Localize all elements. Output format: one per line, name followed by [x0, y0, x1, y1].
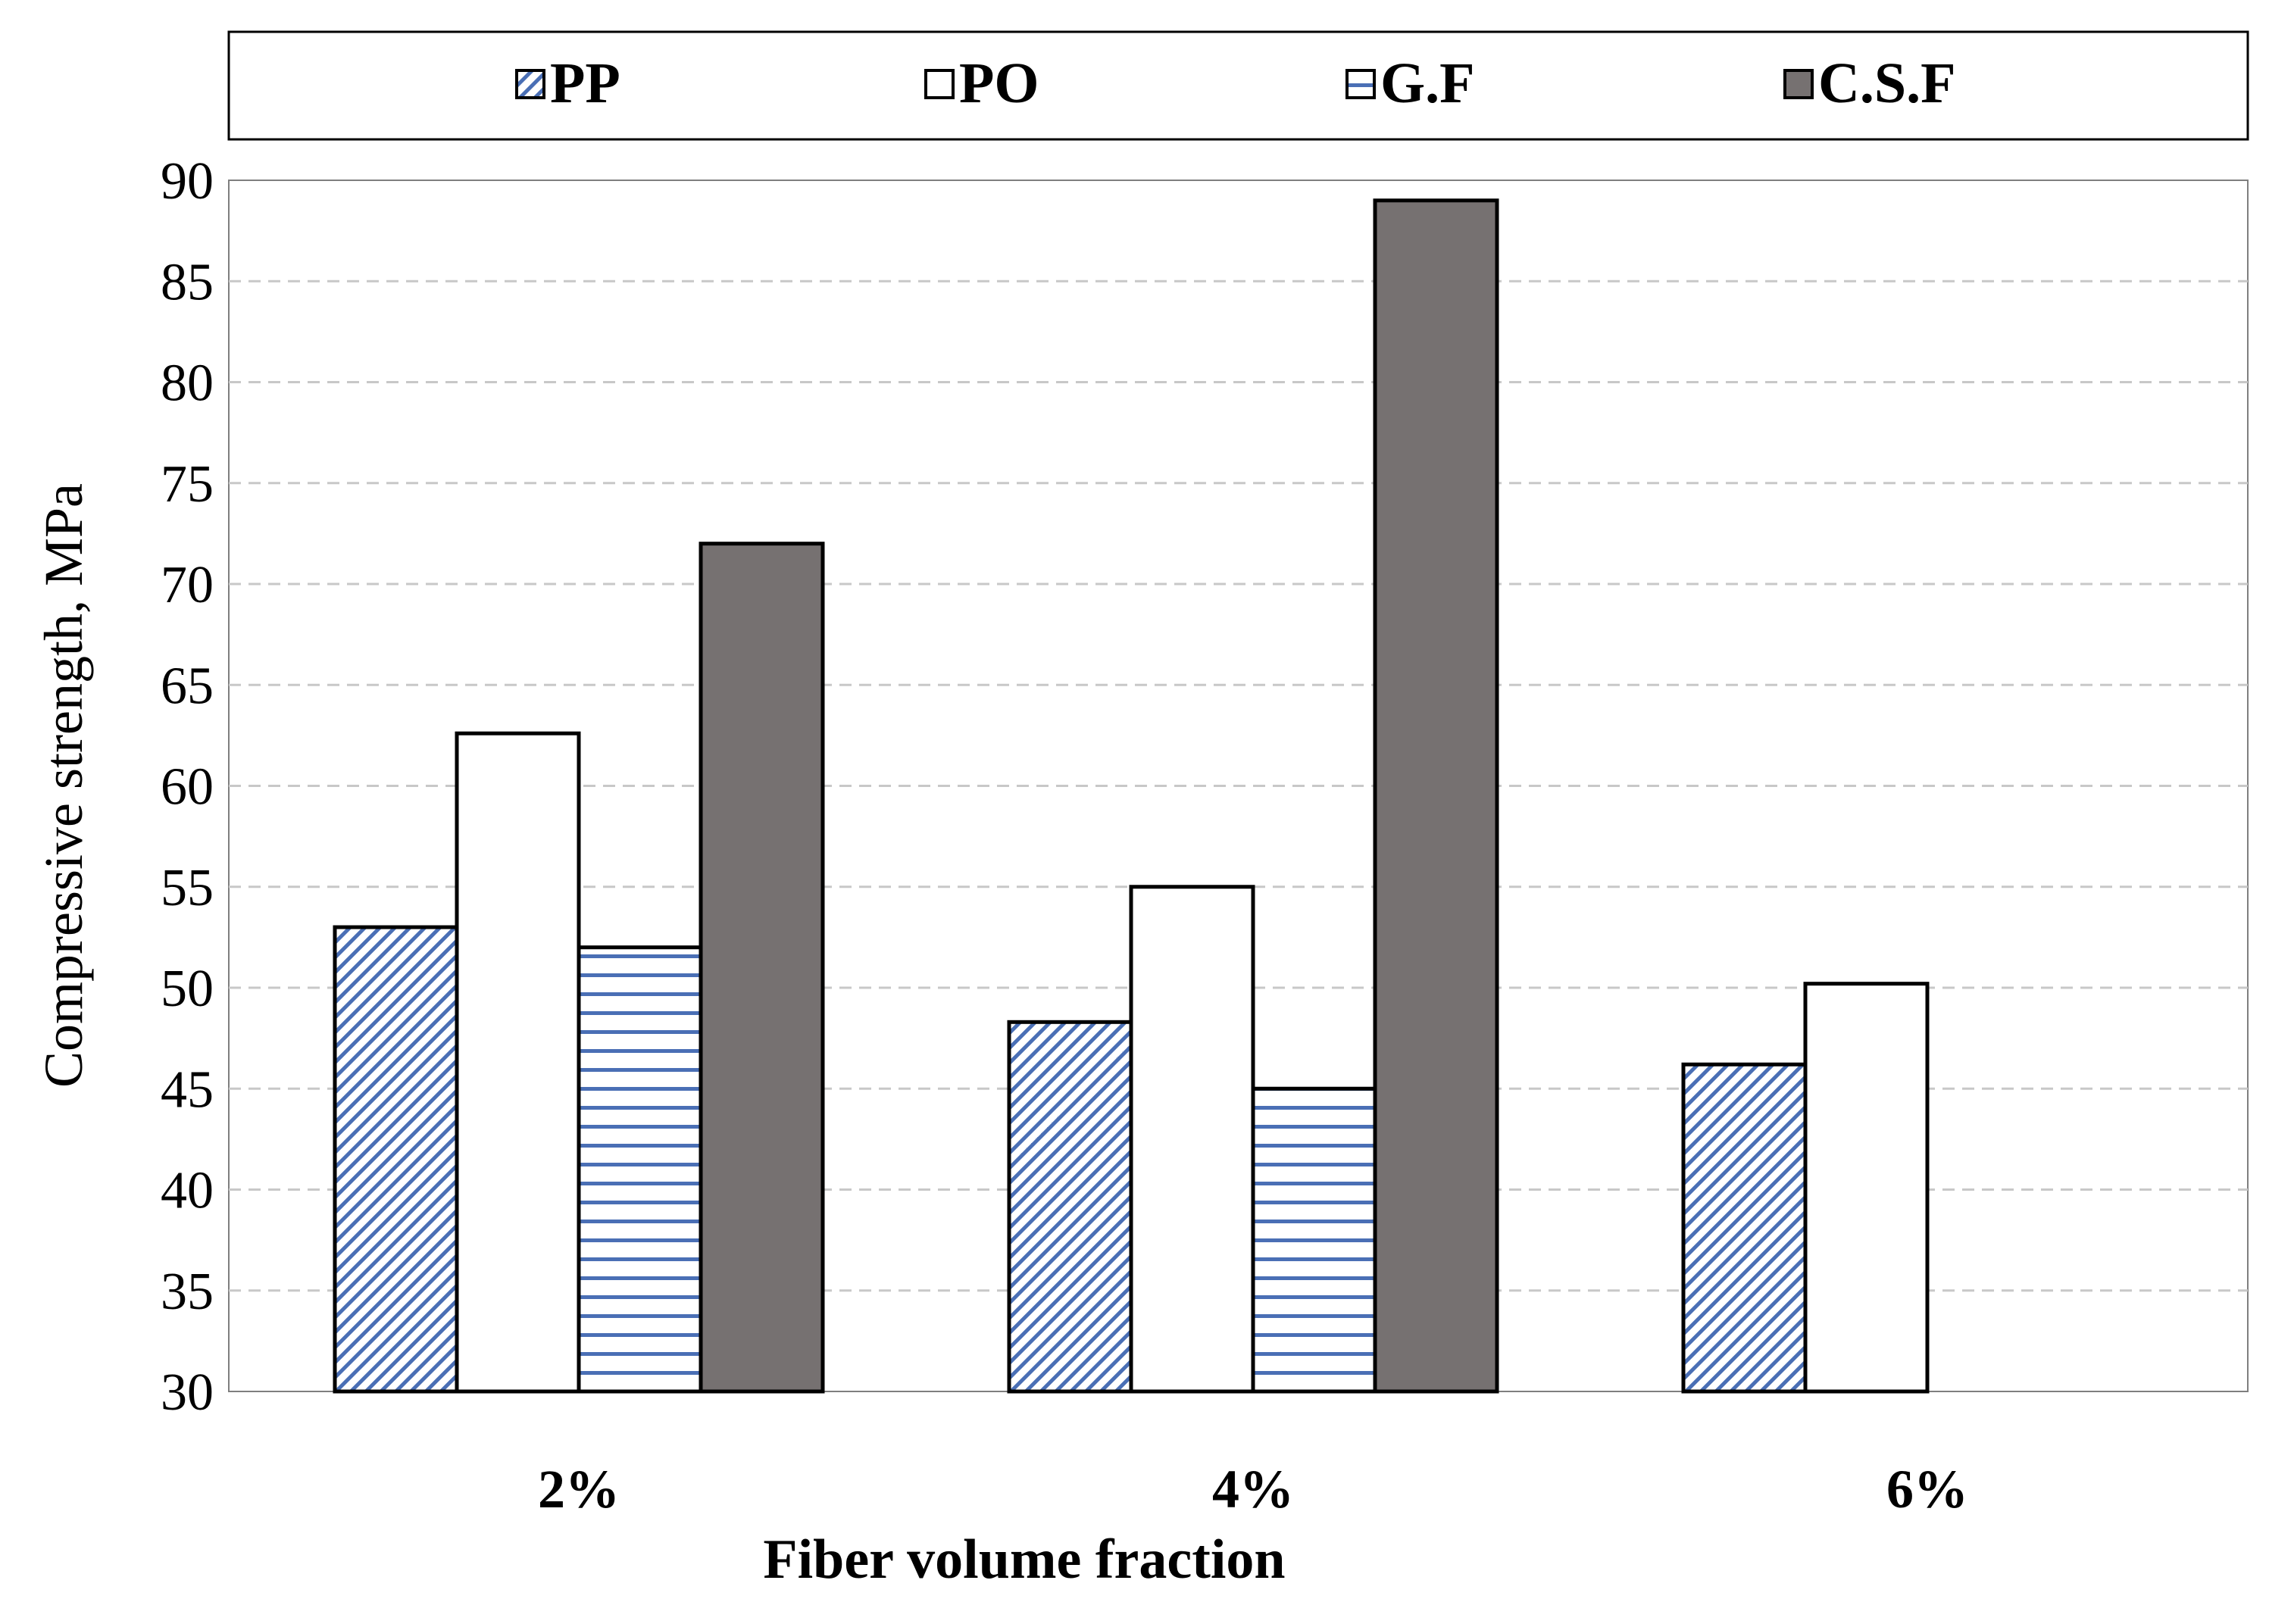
bar-po-4pct [1129, 885, 1255, 1394]
bar-gf-4pct [1251, 1086, 1377, 1394]
legend-swatch [515, 69, 545, 99]
bar-pp-6pct [1681, 1062, 1808, 1394]
y-tick-label: 65 [161, 657, 214, 715]
legend-swatch [1345, 69, 1376, 99]
x-tick-label: 4% [1212, 1459, 1294, 1519]
y-tick-label: 70 [161, 556, 214, 614]
x-tick-label: 6% [1886, 1459, 1968, 1519]
legend: PP PO G.F C.S.F [515, 52, 1956, 115]
legend-label: G.F [1380, 52, 1475, 115]
y-tick-label: 45 [161, 1060, 214, 1119]
legend-label: PP [550, 52, 620, 115]
bar-pp-2pct [333, 925, 459, 1394]
bar-csf-2pct [699, 542, 825, 1394]
bar-po-2pct [455, 731, 581, 1394]
y-axis-title: Compressive strength, MPa [33, 483, 94, 1088]
legend-swatch [1783, 69, 1814, 99]
y-tick-label: 30 [161, 1363, 214, 1422]
x-axis-title: Fiber volume fraction [763, 1529, 1285, 1591]
bar-csf-4pct [1373, 198, 1499, 1394]
bar-pp-4pct [1007, 1020, 1133, 1394]
bar-po-6pct [1803, 982, 1930, 1394]
legend-label: C.S.F [1818, 52, 1956, 115]
y-tick-label: 55 [161, 859, 214, 917]
y-tick-label: 40 [161, 1162, 214, 1220]
y-tick-label: 80 [161, 354, 214, 413]
y-tick-label: 50 [161, 960, 214, 1018]
y-tick-label: 60 [161, 758, 214, 817]
x-tick-label: 2% [538, 1459, 620, 1519]
y-tick-label: 85 [161, 253, 214, 311]
bars [333, 198, 1930, 1394]
x-axis-categories: 2% 4% 6% [538, 1459, 1968, 1519]
legend-label: PO [959, 52, 1039, 115]
y-tick-label: 75 [161, 455, 214, 514]
bar-gf-2pct [577, 945, 703, 1394]
y-tick-label: 35 [161, 1263, 214, 1321]
y-tick-label: 90 [161, 152, 214, 211]
legend-box [227, 30, 2249, 141]
y-axis-ticks: 30 35 40 45 50 55 60 65 70 75 80 85 90 [161, 152, 214, 1422]
legend-swatch [924, 69, 955, 99]
